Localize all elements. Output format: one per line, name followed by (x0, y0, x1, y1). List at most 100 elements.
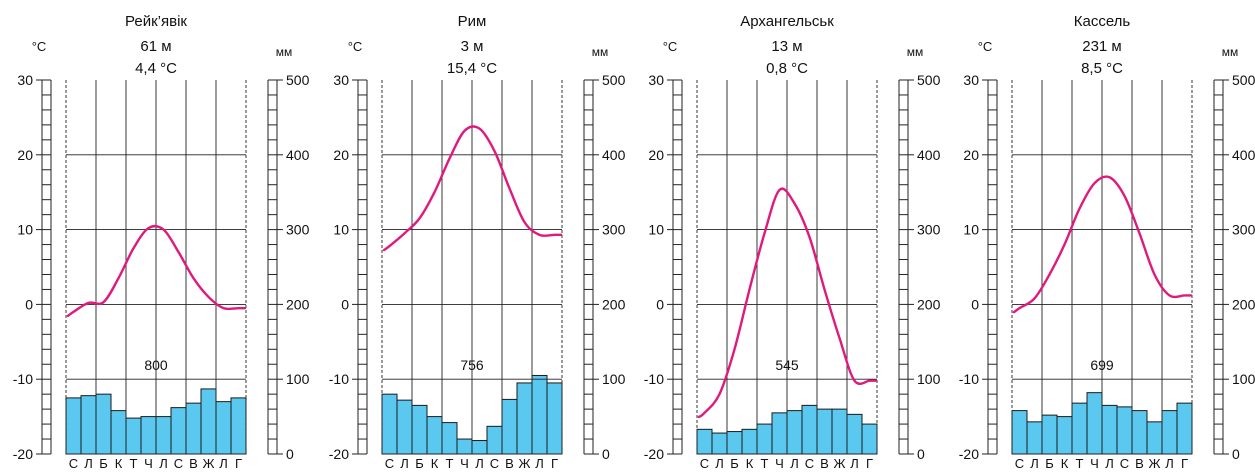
temp-tick-label: -10 (959, 371, 979, 387)
precip-bar (756, 423, 773, 455)
month-label: Т (130, 456, 138, 471)
precip-bar (786, 410, 803, 455)
month-label: С (174, 456, 183, 471)
precip-bar (200, 388, 217, 455)
temperature-line (697, 187, 878, 419)
month-label: Л (1105, 456, 1114, 471)
precip-bar (110, 410, 127, 455)
station-name: Рим (458, 13, 487, 30)
temp-tick-label: 0 (341, 296, 349, 312)
month-label: Г (235, 456, 242, 471)
precip-bar (185, 402, 202, 455)
month-label: С (805, 456, 814, 471)
month-label: Ч (460, 456, 469, 471)
temp-tick-label: 20 (17, 147, 33, 163)
precip-bar (501, 398, 518, 455)
month-label: Ч (144, 456, 153, 471)
temp-tick-label: -20 (329, 446, 349, 462)
month-label: Б (99, 456, 108, 471)
month-label: С (69, 456, 78, 471)
month-label: Л (84, 456, 93, 471)
precip-tick-label: 0 (602, 446, 610, 462)
month-label: С (385, 456, 394, 471)
precip-bar (140, 416, 157, 455)
month-label: Л (400, 456, 409, 471)
annual-precip: 800 (144, 357, 168, 373)
precip-tick-label: 200 (917, 296, 941, 312)
month-label: Л (159, 456, 168, 471)
month-label: В (189, 456, 198, 471)
month-label: К (746, 456, 754, 471)
station-mean-temp: 8,5 °C (1081, 60, 1123, 77)
precip-tick-label: 100 (286, 371, 310, 387)
precip-tick-label: 100 (1232, 371, 1255, 387)
precip-bar (1161, 410, 1178, 455)
station-altitude: 61 м (140, 38, 171, 55)
month-label: Л (219, 456, 228, 471)
precip-tick-label: 0 (917, 446, 925, 462)
month-label: Б (1045, 456, 1054, 471)
precip-bar (1071, 402, 1088, 455)
month-label: В (820, 456, 829, 471)
temp-unit: °C (32, 39, 47, 54)
temp-tick-label: -20 (13, 446, 33, 462)
precip-bar (1131, 410, 1148, 455)
temp-tick-label: 10 (963, 222, 979, 238)
precip-bar (1056, 416, 1073, 455)
precip-bar (95, 393, 112, 455)
precip-tick-label: 500 (602, 72, 626, 88)
precip-tick-label: 500 (1232, 72, 1255, 88)
precip-tick-label: 400 (286, 147, 310, 163)
precip-bar (426, 416, 443, 455)
month-label: К (431, 456, 439, 471)
month-label: С (1015, 456, 1024, 471)
annual-precip: 756 (460, 357, 484, 373)
month-label: Г (1181, 456, 1188, 471)
precip-tick-label: 400 (917, 147, 941, 163)
precip-bar (125, 417, 142, 455)
precip-tick-label: 500 (917, 72, 941, 88)
month-label: Л (850, 456, 859, 471)
precip-bar (381, 393, 398, 455)
precip-tick-label: 200 (286, 296, 310, 312)
precip-bar (1011, 410, 1028, 455)
precip-bar (1086, 392, 1103, 455)
temp-tick-label: 0 (971, 296, 979, 312)
precip-tick-label: 100 (602, 371, 626, 387)
precip-bar (411, 404, 428, 455)
month-label: С (1120, 456, 1129, 471)
temp-tick-label: -20 (959, 446, 979, 462)
precip-tick-label: 0 (1232, 446, 1240, 462)
precip-bar (1176, 402, 1193, 455)
temp-tick-label: 30 (963, 72, 979, 88)
precip-tick-label: 400 (1232, 147, 1255, 163)
month-label: К (1061, 456, 1069, 471)
precip-bar (441, 422, 458, 455)
precip-bar (230, 397, 247, 455)
precip-bar (861, 423, 878, 455)
temp-tick-label: 20 (333, 147, 349, 163)
precip-bar (516, 382, 533, 455)
station-altitude: 13 м (771, 38, 802, 55)
station-name: Кассель (1074, 13, 1131, 30)
temp-tick-label: 0 (656, 296, 664, 312)
temp-tick-label: 30 (648, 72, 664, 88)
station-altitude: 231 м (1082, 38, 1122, 55)
temp-tick-label: 10 (17, 222, 33, 238)
month-label: Т (761, 456, 769, 471)
temp-tick-label: 10 (648, 222, 664, 238)
month-label: В (505, 456, 514, 471)
precip-bar (170, 407, 187, 455)
month-label: Т (446, 456, 454, 471)
temp-tick-label: -10 (329, 371, 349, 387)
precip-bar (801, 404, 818, 455)
precip-bar (65, 397, 82, 455)
annual-precip: 699 (1090, 357, 1114, 373)
month-label: Т (1076, 456, 1084, 471)
month-label: Б (730, 456, 739, 471)
month-label: К (115, 456, 123, 471)
month-label: Л (1030, 456, 1039, 471)
